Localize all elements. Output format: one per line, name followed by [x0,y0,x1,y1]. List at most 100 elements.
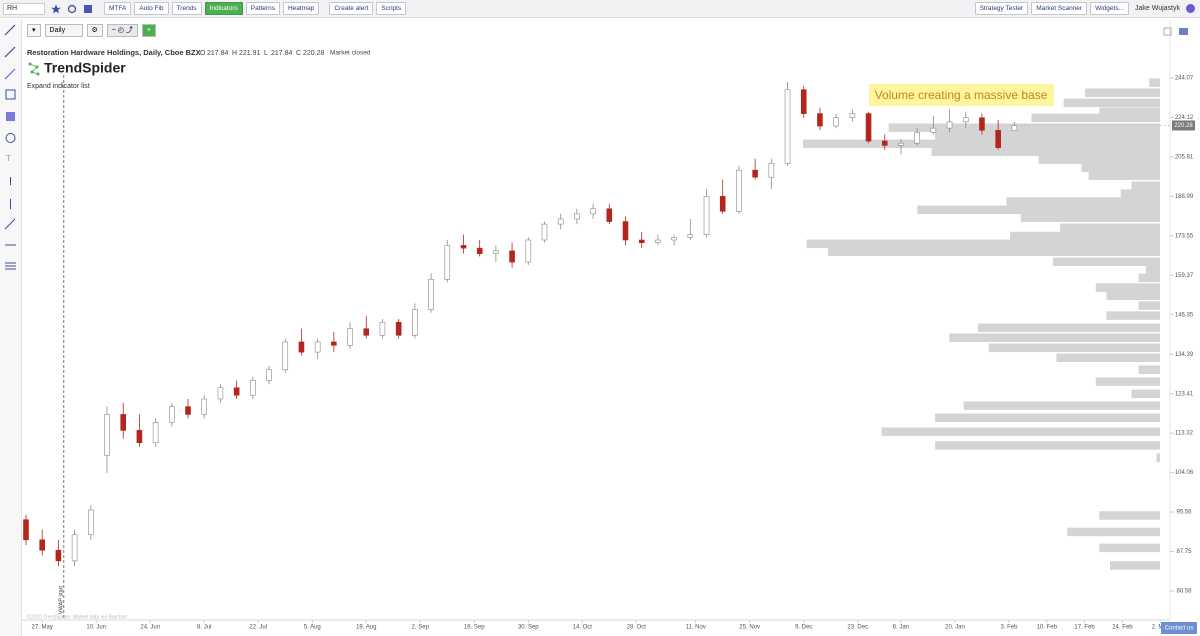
chart-type-select[interactable]: ▾ [27,24,41,37]
x-tick-label: 10. Jun [86,625,106,631]
volume-bar [963,401,1160,410]
ohlc-value: 217.84 [207,50,229,57]
candle-body [233,387,240,396]
candle-body [104,414,110,456]
toolbar-button[interactable]: Indicators [204,2,243,15]
x-tick-label: 17. Feb [1074,625,1095,631]
volume-bar [1010,231,1160,241]
x-tick-label: 19. Aug [356,625,376,631]
toolbar-button[interactable]: Create alert [329,2,374,15]
tool-fill[interactable] [6,112,15,121]
candle-body [962,117,969,123]
toolbar-button[interactable]: Strategy Tester [974,2,1029,15]
x-tick-label: 3. Feb [1000,625,1018,631]
x-tick-label: 5. Aug [304,625,321,631]
logo-text: TrendSpider [44,60,126,76]
toolbar-button[interactable]: Patterns [245,2,280,15]
volume-bar [1085,88,1160,97]
volume-bar [1106,311,1160,320]
tool-trend[interactable] [4,68,16,80]
tool-channel[interactable] [5,262,16,270]
toolbar-button[interactable]: Auto Fib [134,2,169,15]
candle-body [136,430,143,444]
volume-bar [881,427,1160,437]
candle-body [185,406,191,415]
x-tick-label: 28. Oct [627,625,647,631]
market-status: Market closed [330,50,371,57]
candle-body [979,117,985,131]
toolbar-button[interactable]: Trends [171,2,202,15]
candle-body [655,239,661,243]
candle-body [574,213,580,220]
volume-bar [935,413,1160,422]
volume-bar [1145,265,1160,275]
candle-body [266,369,272,381]
volume-bar [1052,257,1160,267]
tool-line[interactable] [4,24,16,36]
tool-text[interactable]: T [6,154,11,163]
x-tick-label: 27. May [32,625,53,631]
settings-button[interactable]: ⚙ [86,24,103,37]
candle-body [638,239,645,243]
expand-indicators[interactable]: Expand indicator list [27,83,90,90]
color-icon[interactable] [83,4,93,14]
toolbar-button[interactable]: Heatmap [282,2,320,15]
volume-bar [803,139,1160,149]
camera-icon[interactable] [1179,28,1188,35]
toolbar-button[interactable]: Market Scanner [1031,2,1088,15]
contact-label[interactable]: Contact us [1165,626,1194,632]
tool-rect[interactable] [5,89,16,100]
chart-toolbar: ▾ Daily ⚙ ~ ◴ ⤴ + [27,24,160,37]
y-tick-label: 80.58 [1176,589,1192,595]
interval-select[interactable]: Daily [44,24,83,37]
user-name[interactable]: Jake Wujastyk [1135,5,1180,12]
active-tool[interactable]: + [141,24,156,37]
candle-body [282,341,289,370]
x-tick-label: 8. Jul [197,625,211,631]
tool-buttons[interactable]: ~ ◴ ⤴ [106,24,138,37]
volume-bar [888,123,1160,132]
y-tick-label: 159.37 [1175,273,1194,279]
toolbar-button[interactable]: Widgets... [1090,2,1129,15]
candle-body [169,406,175,423]
candle-body [784,89,791,164]
refresh-icon[interactable] [67,4,77,14]
candle-body [217,387,224,400]
ohlc-value: 217.84 [271,50,293,57]
avatar[interactable] [1186,4,1195,13]
tool-fib[interactable] [4,218,16,230]
candle-body [363,328,370,336]
top-toolbar: RH MTFA Auto Fib Trends Indicators Patterns H… [0,0,1200,18]
overlays: Restoration Hardware Holdings, Daily, Cb… [27,27,1197,634]
toolbar-button[interactable]: Scripts [376,2,407,15]
favorite-icon[interactable] [51,4,61,14]
last-price-box [1172,120,1195,131]
volume-bar [1149,78,1160,87]
candle-body [152,422,159,444]
candle-body [201,398,208,415]
contact-button[interactable] [1161,622,1197,634]
candle-body [525,239,532,263]
candle-body [622,221,629,241]
drawing-toolbar: T [0,19,22,636]
volume-bar [1138,301,1160,310]
y-tick-label: 87.75 [1176,549,1192,555]
tool-circle[interactable] [5,133,16,143]
fullscreen-icon[interactable] [1163,27,1172,36]
axes: 244.07 224.12 205.81 188.99 173.55 159.37 146.… [22,20,1194,631]
symbol-input[interactable]: RH [3,2,45,15]
tool-ray[interactable] [4,46,16,58]
candle-body [460,245,467,249]
x-tick-label: 25. Nov [739,625,760,631]
y-tick-label: 113.32 [1175,431,1194,437]
x-tick-label: 9. Dec [795,625,812,631]
volume-bar [827,247,1160,256]
candle-body [120,414,127,431]
volume-bar [1020,213,1160,222]
candle-body [671,237,677,241]
y-tick-label: 95.56 [1176,510,1192,516]
volume-bar [935,441,1160,450]
y-tick-label: 244.07 [1175,76,1194,82]
toolbar-button[interactable]: MTFA [104,2,132,15]
y-tick-label: 224.12 [1175,115,1194,121]
